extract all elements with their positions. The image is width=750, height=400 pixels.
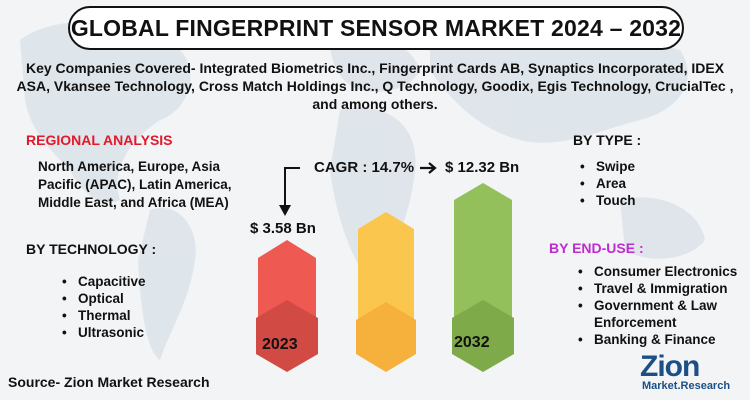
type-heading: BY TYPE : [573,132,642,148]
cagr-connector-line [284,167,300,210]
down-arrow-icon [279,205,291,216]
regional-analysis-text: North America, Europe, Asia Pacific (APA… [38,159,232,210]
list-item: Swipe [580,158,636,175]
technology-heading: BY TECHNOLOGY : [26,241,157,257]
start-value-label: $ 3.58 Bn [250,220,316,237]
technology-list: Capacitive Optical Thermal Ultrasonic [62,273,146,341]
list-item: Consumer Electronics [578,263,750,280]
end-use-heading: BY END-USE : [549,240,644,256]
list-item: Travel & Immigration [578,280,750,297]
list-item: Optical [62,290,146,307]
list-item: Ultrasonic [62,324,146,341]
key-companies-text: Key Companies Covered- Integrated Biomet… [16,60,734,112]
list-item: Area [580,175,636,192]
logo-sub-text: Market.Research [642,380,731,392]
type-list: Swipe Area Touch [580,158,636,209]
list-item: Capacitive [62,273,146,290]
right-arrow-icon [420,162,437,174]
regional-analysis-heading: REGIONAL ANALYSIS [26,132,173,148]
list-item: Thermal [62,307,146,324]
end-year-label: 2032 [454,334,490,351]
end-use-list: Consumer Electronics Travel & Immigratio… [578,263,750,348]
bar-2023 [256,240,318,372]
list-item: Banking & Finance [578,331,750,348]
logo-main-text: Zion [640,350,700,383]
bar-mid [356,212,416,372]
start-year-label: 2023 [262,336,298,353]
page-title: GLOBAL FINGERPRINT SENSOR MARKET 2024 – … [68,6,684,50]
list-item: Government & Law Enforcement [578,297,750,331]
end-value-label: $ 12.32 Bn [445,159,520,176]
source-text: Source- Zion Market Research [8,374,210,390]
zion-logo: Zion Market.Research [640,352,746,396]
bar-2032 [452,183,514,372]
cagr-label: CAGR : 14.7% [314,159,415,176]
list-item: Touch [580,192,636,209]
